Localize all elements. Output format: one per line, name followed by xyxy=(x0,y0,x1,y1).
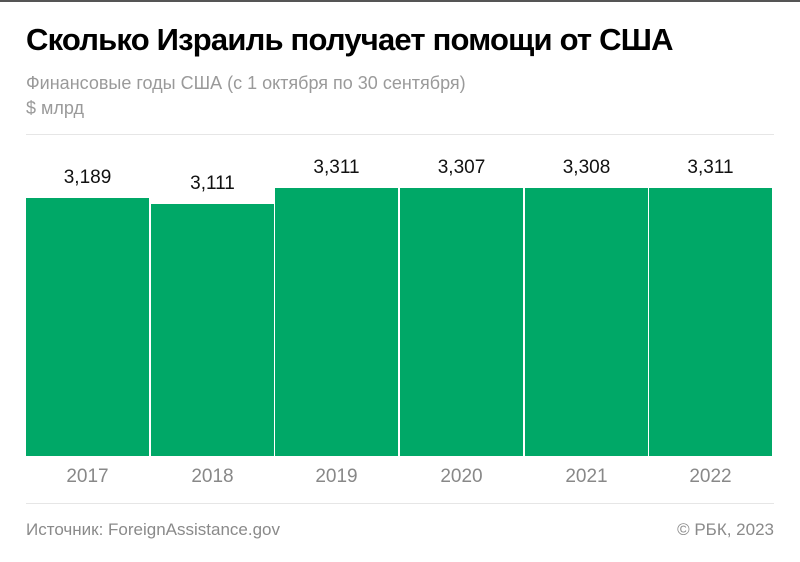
bar-plot-area xyxy=(26,134,774,456)
x-tick-label: 2019 xyxy=(315,466,358,487)
value-label: 3,311 xyxy=(313,157,360,178)
bar-2017 xyxy=(26,198,149,456)
header-divider xyxy=(26,134,774,135)
x-tick-label: 2017 xyxy=(66,466,109,487)
x-tick-label: 2020 xyxy=(440,466,483,487)
value-label: 3,308 xyxy=(562,157,611,178)
chart-subtitle: Финансовые годы США (с 1 октября по 30 с… xyxy=(26,73,466,93)
x-tick-label: 2021 xyxy=(565,466,608,487)
chart-title: Сколько Израиль получает помощи от США xyxy=(26,22,673,57)
value-label: 3,189 xyxy=(63,167,112,188)
source-note: Источник: ForeignAssistance.gov xyxy=(26,520,280,539)
bar-2019 xyxy=(275,188,398,456)
x-tick-label: 2022 xyxy=(689,466,732,487)
bar-2022 xyxy=(649,188,772,456)
top-border xyxy=(0,0,800,2)
footer-divider xyxy=(26,503,774,504)
bar-2021 xyxy=(525,188,648,456)
x-tick-label: 2018 xyxy=(191,466,234,487)
unit-label: $ млрд xyxy=(26,98,84,118)
bar-2020 xyxy=(400,188,523,456)
value-label: 3,111 xyxy=(190,173,235,194)
bar-2018 xyxy=(151,204,274,456)
value-label: 3,311 xyxy=(687,157,734,178)
value-label: 3,307 xyxy=(437,157,486,178)
copyright: © РБК, 2023 xyxy=(677,520,774,539)
